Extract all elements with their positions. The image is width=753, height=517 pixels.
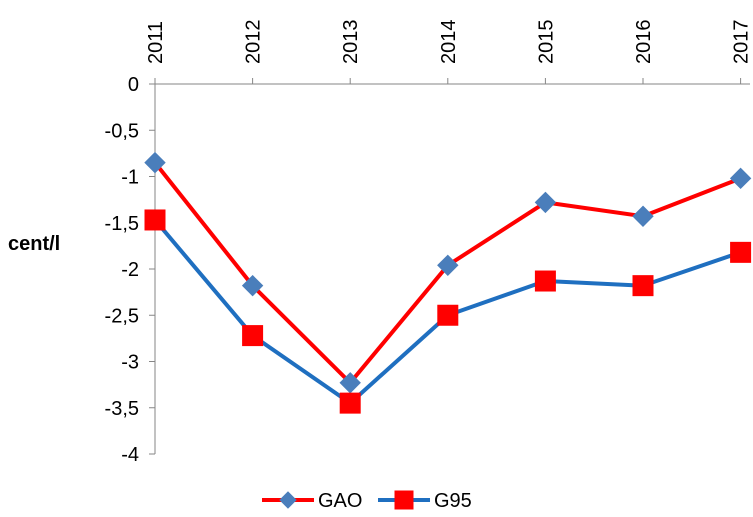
legend-marker: [279, 491, 297, 509]
data-point-g95: [339, 392, 361, 414]
legend-label: G95: [434, 490, 472, 512]
data-point-g95: [632, 275, 654, 297]
data-point-gao: [241, 274, 264, 297]
y-axis: 0 -0,5 -1 -1,5 -2 -2,5 -3 -3,5 -4: [105, 74, 156, 466]
data-point-g95: [437, 304, 459, 326]
series-gao: [144, 151, 752, 394]
y-tick-label: -2,5: [105, 305, 139, 327]
y-tick-label: -4: [121, 444, 139, 466]
data-point-gao: [437, 254, 459, 277]
y-tick-label: -1: [121, 167, 139, 189]
x-tick-label: 2016: [633, 20, 655, 65]
y-tick-label: -2: [121, 259, 139, 281]
x-tick-label: 2013: [340, 20, 362, 65]
x-tick-label: 2011: [145, 21, 167, 64]
data-point-g95: [730, 241, 752, 263]
y-tick-label: -1,5: [105, 213, 139, 235]
x-tick-label: 2014: [438, 20, 460, 65]
data-point-g95: [242, 325, 264, 347]
y-tick-label: 0: [128, 74, 139, 96]
legend: GAO G95: [262, 490, 472, 512]
x-tick-label: 2017: [731, 20, 753, 65]
y-tick-label: -0,5: [105, 120, 139, 142]
legend-marker: [394, 490, 414, 510]
data-point-g95: [144, 209, 166, 231]
series-g95: [144, 209, 752, 414]
x-tick-label: 2012: [243, 20, 265, 65]
y-axis-label: cent/l: [8, 233, 60, 255]
legend-item-gao: GAO: [262, 490, 362, 512]
legend-item-g95: G95: [378, 490, 472, 512]
data-point-gao: [729, 167, 752, 190]
data-point-gao: [144, 151, 166, 174]
x-axis: 2011 2012 2013 2014 2015 2016 2017: [145, 20, 753, 85]
legend-label: GAO: [318, 490, 362, 512]
data-point-g95: [534, 270, 556, 292]
data-point-gao: [632, 205, 654, 227]
data-point-gao: [534, 191, 557, 214]
y-tick-label: -3: [121, 352, 139, 374]
y-tick-label: -3,5: [105, 398, 139, 420]
series-layer: [144, 151, 752, 414]
x-tick-label: 2015: [535, 20, 557, 65]
